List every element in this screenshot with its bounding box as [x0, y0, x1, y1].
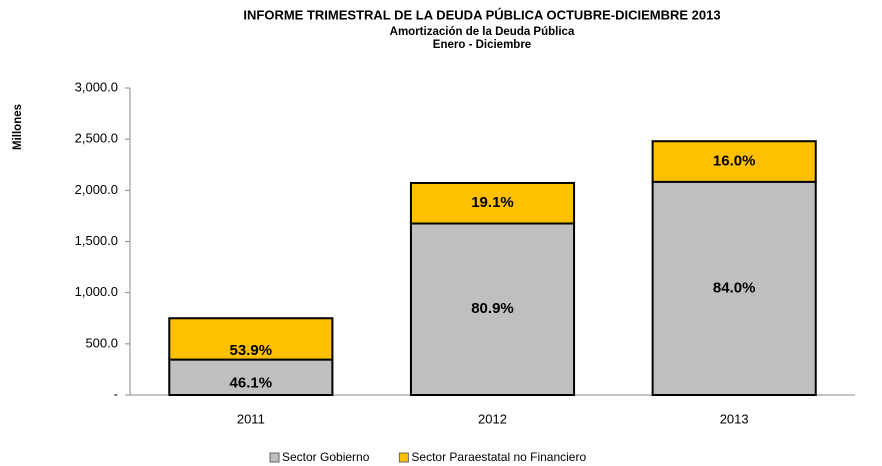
x-tick-label: 2011	[237, 411, 265, 426]
legend-label: Sector Paraestatal no Financiero	[411, 450, 586, 464]
y-tick-label: -	[114, 386, 118, 401]
data-label: 80.9%	[471, 300, 514, 317]
y-tick-label: 2,000.0	[75, 182, 118, 197]
legend-swatch	[269, 452, 280, 463]
legend-swatch	[398, 452, 409, 463]
data-label: 16.0%	[713, 152, 756, 169]
legend-label: Sector Gobierno	[282, 450, 370, 464]
y-tick-label: 3,000.0	[75, 79, 118, 94]
bar-segment	[409, 181, 576, 225]
data-label: 19.1%	[471, 194, 514, 211]
x-tick-label: 2013	[720, 411, 749, 426]
y-tick-label: 2,500.0	[75, 131, 118, 146]
bar-segment	[651, 180, 817, 396]
y-tick-label: 1,500.0	[75, 233, 118, 248]
data-label: 46.1%	[230, 374, 273, 391]
y-tick-label: 1,000.0	[75, 284, 118, 299]
y-axis-label: Millones	[12, 104, 24, 150]
chart-title: INFORME TRIMESTRAL DE LA DEUDA PÚBLICA O…	[243, 7, 720, 22]
data-label: 84.0%	[713, 279, 756, 296]
bar-segment	[168, 317, 334, 361]
data-label: 53.9%	[230, 342, 273, 359]
bar-segment	[409, 222, 576, 396]
x-tick-label: 2012	[478, 411, 507, 426]
chart-subtitle: Amortización de la Deuda Pública	[390, 26, 575, 38]
chart-subtitle: Enero - Diciembre	[433, 39, 531, 51]
bar-segment	[651, 140, 817, 183]
y-tick-label: 500.0	[85, 335, 118, 350]
